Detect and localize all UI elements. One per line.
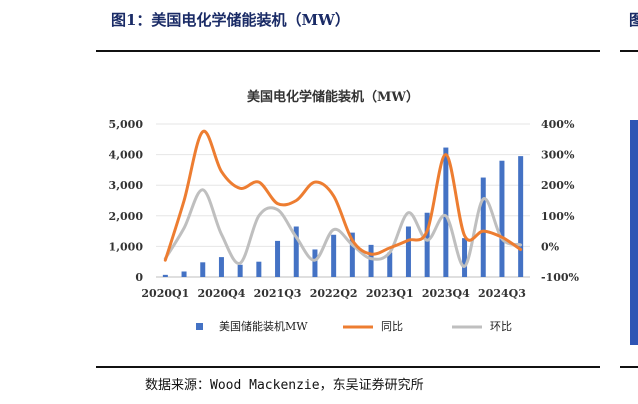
right-axis-tick-label: 300% (541, 149, 575, 162)
line-series (163, 130, 523, 268)
bar (162, 274, 168, 277)
bar (237, 264, 243, 277)
left-axis-labels: 0 1,000 2,000 3,000 4,000 5,000 (109, 118, 144, 284)
x-axis-tick-label: 2024Q3 (478, 287, 526, 300)
legend-bar-swatch (196, 323, 203, 330)
top-rule-adjacent (620, 50, 638, 52)
x-axis-tick-label: 2021Q3 (254, 287, 302, 300)
bar (218, 257, 224, 277)
bar (256, 261, 262, 277)
bar (518, 156, 524, 277)
bar-series (162, 147, 524, 277)
x-axis-tick-label: 2022Q2 (310, 287, 358, 300)
bar (443, 147, 449, 277)
bar (405, 226, 411, 277)
bar (200, 262, 206, 277)
next-figure-title-fragment: 图 (629, 11, 638, 29)
right-axis-tick-label: 200% (541, 179, 575, 192)
legend-label-yoy: 同比 (381, 320, 403, 333)
left-axis-tick-label: 1,000 (109, 240, 144, 253)
x-axis-tick-label: 2023Q1 (366, 287, 414, 300)
bar (387, 252, 393, 277)
left-axis-tick-label: 5,000 (109, 118, 144, 131)
yoy-line (163, 130, 523, 262)
bar (480, 177, 486, 277)
right-axis-tick-label: 100% (541, 210, 575, 223)
chart-title: 美国电化学储能装机（MW） (247, 89, 419, 105)
top-rule (96, 50, 600, 52)
bar (424, 212, 430, 277)
bar (312, 249, 318, 277)
source-note: 数据来源：Wood Mackenzie，东吴证券研究所 (145, 378, 424, 393)
x-axis-labels: 2020Q1 2020Q4 2021Q3 2022Q2 2023Q1 2023Q4 2024… (141, 287, 525, 300)
right-axis-tick-label: 0% (541, 240, 560, 253)
bar (368, 244, 374, 277)
legend-label-qoq: 环比 (490, 320, 512, 333)
left-axis-tick-label: 2,000 (109, 210, 144, 223)
qoq-line (163, 188, 523, 268)
adjacent-chart-bar-fragment (630, 120, 638, 345)
bottom-rule-adjacent (620, 366, 638, 368)
bar (349, 232, 355, 277)
legend-label-bars: 美国储能装机MW (219, 319, 308, 333)
left-axis-tick-label: 4,000 (109, 149, 144, 162)
left-axis-tick-label: 0 (135, 271, 143, 284)
legend: 美国储能装机MW 同比 环比 (196, 319, 512, 333)
right-axis-tick-label: 400% (541, 118, 575, 131)
bar (181, 271, 187, 277)
right-axis-labels: -100% 0% 100% 200% 300% 400% (541, 118, 580, 284)
x-axis-tick-label: 2023Q4 (422, 287, 470, 300)
x-axis-tick-label: 2020Q1 (141, 287, 189, 300)
x-axis-tick-label: 2020Q4 (198, 287, 246, 300)
bottom-rule (96, 366, 600, 368)
bar (275, 240, 281, 277)
figure-title: 图1：美国电化学储能装机（MW） (111, 11, 350, 29)
bar (293, 226, 299, 277)
bar (331, 234, 337, 277)
right-axis-tick-label: -100% (541, 271, 580, 284)
left-axis-tick-label: 3,000 (109, 179, 144, 192)
bar (462, 238, 468, 277)
bar (499, 160, 505, 277)
